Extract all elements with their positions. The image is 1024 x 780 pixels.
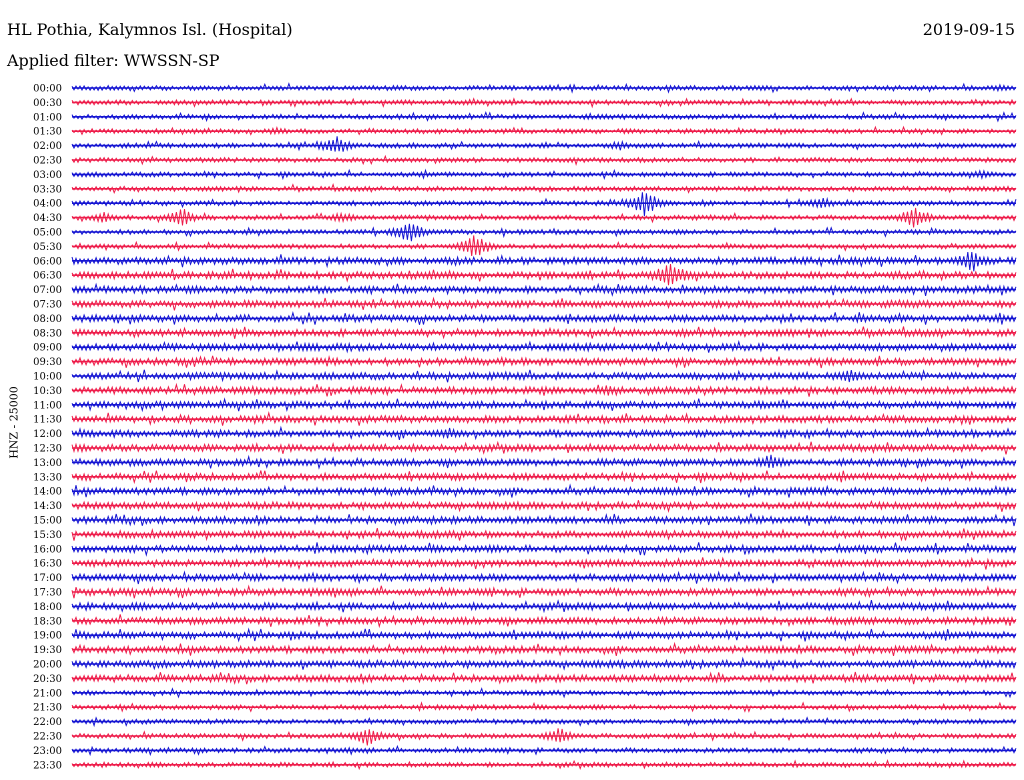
trace-row	[71, 355, 1017, 369]
time-tick-label: 16:30	[33, 559, 62, 570]
trace-row	[71, 641, 1017, 657]
time-tick-label: 20:30	[33, 674, 62, 685]
time-tick-label: 04:00	[33, 199, 62, 210]
time-tick-label: 12:00	[33, 429, 62, 440]
time-tick-label: 18:00	[33, 602, 62, 613]
trace-row	[71, 527, 1017, 542]
time-tick-label: 13:30	[33, 472, 62, 483]
time-tick-label: 07:00	[33, 285, 62, 296]
time-tick-label: 23:30	[33, 760, 62, 771]
trace-row	[71, 614, 1017, 629]
time-tick-label: 09:00	[33, 343, 62, 354]
filter-label: Applied filter: WWSSN-SP	[7, 51, 220, 70]
time-tick-label: 21:00	[33, 688, 62, 699]
time-tick-label: 00:30	[33, 98, 62, 109]
time-tick-label: 11:00	[33, 400, 62, 411]
time-tick-label: 14:00	[33, 487, 62, 498]
time-tick-label: 01:30	[33, 127, 62, 138]
time-tick-label: 22:00	[33, 717, 62, 728]
time-tick-label: 22:30	[33, 732, 62, 743]
time-tick-label: 10:00	[33, 372, 62, 383]
time-tick-label: 15:30	[33, 530, 62, 541]
trace-row	[71, 499, 1017, 513]
trace-row	[71, 339, 1017, 354]
time-tick-label: 07:30	[33, 300, 62, 311]
time-tick-label: 20:00	[33, 660, 62, 671]
station-title: HL Pothia, Kalymnos Isl. (Hospital)	[7, 20, 293, 39]
trace-row	[71, 728, 1017, 746]
time-tick-label: 04:30	[33, 213, 62, 224]
trace-row	[71, 599, 1017, 614]
time-tick-labels: 00:00 00:30 01:00 01:30 02:00 02:30 03:00 03:30…	[33, 84, 62, 772]
time-tick-label: 14:30	[33, 501, 62, 512]
trace-row	[71, 656, 1017, 672]
time-tick-label: 17:30	[33, 588, 62, 599]
time-tick-label: 02:30	[33, 156, 62, 167]
time-tick-label: 09:30	[33, 357, 62, 368]
trace-row	[71, 627, 1017, 643]
time-tick-label: 00:00	[33, 84, 62, 95]
time-tick-label: 23:00	[33, 746, 62, 757]
time-tick-label: 01:00	[33, 112, 62, 123]
time-tick-label: 03:30	[33, 184, 62, 195]
time-tick-label: 08:00	[33, 314, 62, 325]
time-tick-label: 19:30	[33, 645, 62, 656]
time-tick-label: 02:00	[33, 141, 62, 152]
record-date: 2019-09-15	[922, 20, 1015, 39]
time-tick-label: 11:30	[33, 415, 62, 426]
time-tick-label: 17:00	[33, 573, 62, 584]
time-tick-label: 15:00	[33, 516, 62, 527]
trace-row	[71, 136, 1017, 152]
trace-row	[71, 671, 1017, 685]
trace-row	[71, 251, 1017, 272]
time-tick-label: 05:30	[33, 242, 62, 253]
time-tick-label: 12:30	[33, 444, 62, 455]
trace-row	[71, 192, 1017, 217]
trace-row	[71, 296, 1017, 311]
time-tick-label: 05:00	[33, 228, 62, 239]
time-tick-label: 21:30	[33, 703, 62, 714]
time-tick-label: 06:30	[33, 271, 62, 282]
time-tick-label: 08:30	[33, 328, 62, 339]
time-tick-label: 13:00	[33, 458, 62, 469]
time-tick-label: 19:00	[33, 631, 62, 642]
time-tick-label: 16:00	[33, 544, 62, 555]
time-tick-label: 03:00	[33, 170, 62, 181]
time-tick-label: 06:00	[33, 256, 62, 267]
seismogram-traces	[71, 82, 1017, 771]
time-tick-label: 10:30	[33, 386, 62, 397]
time-tick-label: 18:30	[33, 616, 62, 627]
